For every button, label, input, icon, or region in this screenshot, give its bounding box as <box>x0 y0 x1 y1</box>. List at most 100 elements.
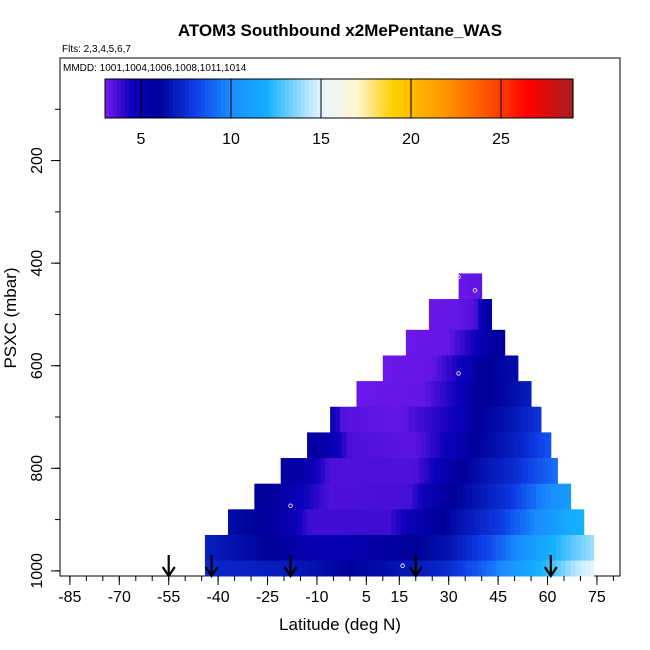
colorbar-segment <box>241 79 246 118</box>
colorbar-segment <box>537 79 542 118</box>
heatmap-cell <box>437 534 443 562</box>
heatmap-cell <box>358 483 364 510</box>
heatmap-cell <box>328 560 334 577</box>
heatmap-cell <box>573 509 580 536</box>
heatmap-cell <box>547 458 553 485</box>
heatmap-cell <box>346 432 353 459</box>
heatmap-cell <box>361 432 367 459</box>
heatmap-cell <box>279 483 285 510</box>
heatmap-cell <box>435 432 441 459</box>
heatmap-cell <box>536 483 542 510</box>
colorbar-segment <box>301 79 306 118</box>
colorbar-segment <box>389 79 394 118</box>
colorbar-segment <box>237 79 242 118</box>
heatmap-cell <box>550 534 557 562</box>
x-tick-label: -10 <box>305 589 328 606</box>
heatmap-cell <box>512 406 519 433</box>
heatmap-cell <box>372 483 379 510</box>
heatmap-cell <box>316 432 323 459</box>
heatmap-cell <box>489 509 496 536</box>
heatmap-cell <box>511 355 517 382</box>
heatmap-cell <box>244 534 250 562</box>
heatmap-cell <box>391 381 397 408</box>
heatmap-cell <box>366 509 372 536</box>
y-axis: 200 400 600 800 1000 <box>29 108 60 589</box>
heatmap-cell <box>242 509 249 536</box>
heatmap-cell <box>422 483 428 510</box>
heatmap-cell <box>368 534 374 562</box>
heatmap-cell <box>313 560 320 577</box>
heatmap-cell <box>249 560 255 577</box>
heatmap-cell <box>460 432 466 459</box>
heatmap-cell <box>465 381 471 408</box>
heatmap-cell <box>443 406 450 433</box>
heatmap-cell <box>298 534 305 562</box>
heatmap-cell <box>445 381 451 408</box>
heatmap-cell <box>417 534 423 562</box>
heatmap-cell <box>428 458 435 485</box>
heatmap-cell <box>493 406 499 433</box>
heatmap-cell <box>320 458 326 485</box>
heatmap-cell <box>536 534 542 562</box>
heatmap-cell <box>364 458 371 485</box>
heatmap-cell <box>377 483 384 510</box>
colorbar-segment <box>145 79 150 118</box>
heatmap-cell <box>560 534 567 562</box>
chart-title: ATOM3 Southbound x2MePentane_WAS <box>178 21 502 40</box>
heatmap-cell <box>338 483 344 510</box>
heatmap-cell <box>480 432 486 459</box>
heatmap-cell <box>461 483 468 510</box>
heatmap-cell <box>549 509 555 536</box>
colorbar-segment <box>545 79 550 118</box>
colorbar-segment <box>369 79 374 118</box>
heatmap-cell <box>473 458 479 485</box>
heatmap-cell <box>463 458 469 485</box>
heatmap-cell <box>302 509 308 536</box>
heatmap-cell <box>473 299 479 331</box>
heatmap-cell <box>333 534 339 562</box>
heatmap-cell <box>336 432 343 459</box>
heatmap-cell <box>580 560 586 577</box>
heatmap-cell <box>481 355 488 382</box>
heatmap-cell <box>443 299 450 331</box>
heatmap-cell <box>274 483 280 510</box>
heatmap-cell <box>328 534 334 562</box>
heatmap-cell <box>578 509 585 536</box>
heatmap-cell <box>272 509 278 536</box>
heatmap-cell <box>308 560 315 577</box>
colorbar-segment <box>517 79 522 118</box>
colorbar-segment <box>513 79 518 118</box>
heatmap-cell <box>455 381 461 408</box>
colorbar-segment <box>193 79 198 118</box>
heatmap-cell <box>430 509 437 536</box>
heatmap-cell <box>254 483 260 510</box>
colorbar-segment <box>129 79 134 118</box>
heatmap-cell <box>363 534 369 562</box>
colorbar-frame <box>104 78 574 119</box>
heatmap-cell <box>391 432 397 459</box>
heatmap-cell <box>382 560 389 577</box>
heatmap-cell <box>440 509 446 536</box>
colorbar-segment <box>453 79 458 118</box>
heatmap-cell <box>524 381 530 408</box>
heatmap-cell <box>452 483 458 510</box>
heatmap-cell <box>534 509 540 536</box>
heatmap-cell <box>494 381 501 408</box>
heatmap-cell <box>372 560 379 577</box>
colorbar-segment <box>189 79 194 118</box>
sample-points <box>288 274 478 568</box>
heatmap-cell <box>453 299 460 331</box>
heatmap-cell <box>321 509 328 536</box>
heatmap-cells <box>204 273 595 577</box>
heatmap-cell <box>504 432 511 459</box>
heatmap-cell <box>447 534 453 562</box>
colorbar-segment <box>233 79 238 118</box>
colorbar-segment <box>465 79 470 118</box>
heatmap-cell <box>483 406 489 433</box>
colorbar-segment <box>481 79 486 118</box>
heatmap-cell <box>316 509 323 536</box>
heatmap-cell <box>420 432 427 459</box>
heatmap-cell <box>489 381 496 408</box>
heatmap-cell <box>511 483 517 510</box>
colorbar-segment <box>257 79 262 118</box>
